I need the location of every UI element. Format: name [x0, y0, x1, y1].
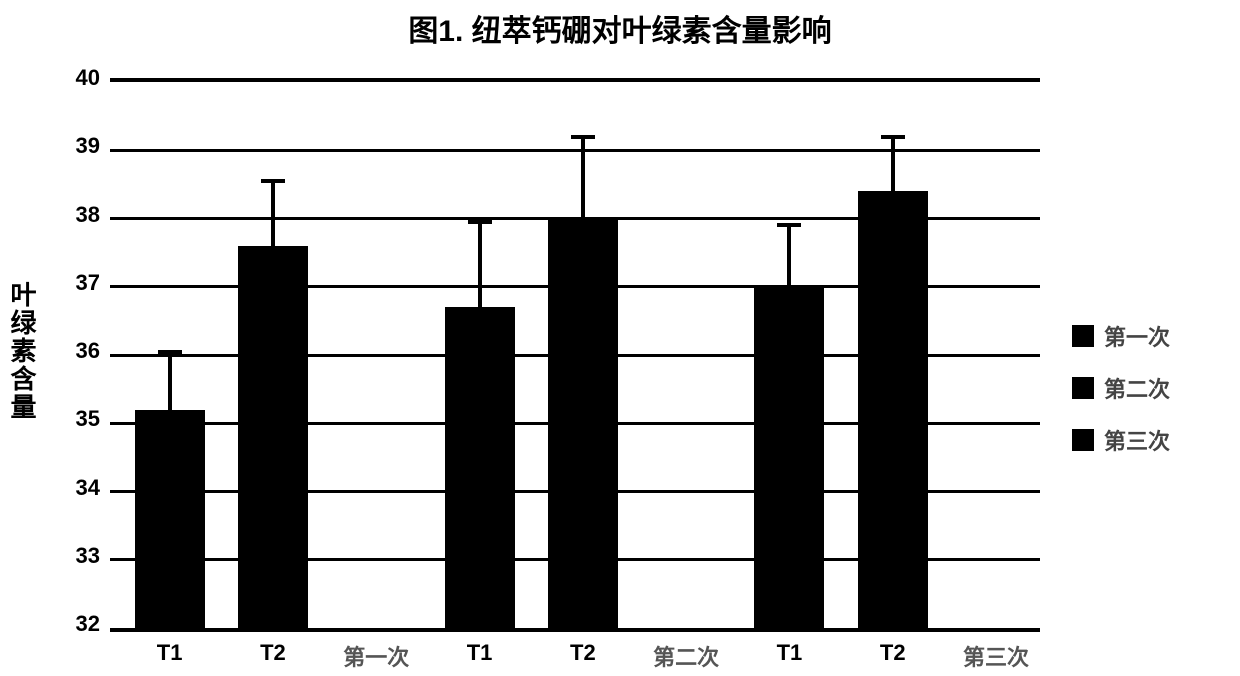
x-tick-label: T2 [880, 640, 906, 666]
legend-item: 第一次 [1072, 320, 1170, 352]
y-tick-label: 39 [50, 133, 100, 159]
error-bar-cap [158, 350, 182, 354]
legend-label: 第一次 [1104, 320, 1170, 352]
error-bar-cap [571, 135, 595, 139]
error-bar-stem [787, 225, 791, 286]
plot-area [110, 78, 1040, 632]
chart-container: 图1. 纽萃钙硼对叶绿素含量影响 叶绿素含量 第一次第二次第三次 3233343… [0, 0, 1240, 676]
gridline [110, 149, 1040, 152]
y-tick-label: 37 [50, 270, 100, 296]
x-tick-label: T1 [157, 640, 183, 666]
legend-label: 第二次 [1104, 372, 1170, 404]
legend-swatch [1072, 429, 1094, 451]
error-bar-cap [777, 223, 801, 227]
legend-swatch [1072, 377, 1094, 399]
bar [445, 307, 515, 628]
legend-label: 第三次 [1104, 424, 1170, 456]
bar [858, 191, 928, 628]
error-bar-cap [261, 179, 285, 183]
x-group-label: 第一次 [343, 640, 409, 672]
x-group-label: 第二次 [653, 640, 719, 672]
error-bar-stem [168, 352, 172, 410]
error-bar-stem [891, 137, 895, 192]
bar [238, 246, 308, 628]
y-tick-label: 34 [50, 475, 100, 501]
legend-item: 第二次 [1072, 372, 1170, 404]
y-tick-label: 33 [50, 543, 100, 569]
x-group-label: 第三次 [963, 640, 1029, 672]
error-bar-cap [468, 220, 492, 224]
error-bar-stem [271, 181, 275, 246]
y-tick-label: 38 [50, 202, 100, 228]
error-bar-stem [581, 137, 585, 219]
legend-item: 第三次 [1072, 424, 1170, 456]
bar [548, 219, 618, 629]
bar [754, 287, 824, 628]
y-tick-label: 35 [50, 406, 100, 432]
y-axis-label: 叶绿素含量 [4, 281, 41, 421]
x-tick-label: T1 [777, 640, 803, 666]
y-tick-label: 36 [50, 338, 100, 364]
legend: 第一次第二次第三次 [1072, 320, 1170, 476]
y-tick-label: 32 [50, 611, 100, 637]
legend-swatch [1072, 325, 1094, 347]
x-tick-label: T2 [570, 640, 596, 666]
y-tick-label: 40 [50, 65, 100, 91]
chart-title: 图1. 纽萃钙硼对叶绿素含量影响 [0, 6, 1240, 50]
error-bar-cap [881, 135, 905, 139]
error-bar-stem [478, 222, 482, 307]
x-tick-label: T2 [260, 640, 286, 666]
bar [135, 410, 205, 628]
x-tick-label: T1 [467, 640, 493, 666]
